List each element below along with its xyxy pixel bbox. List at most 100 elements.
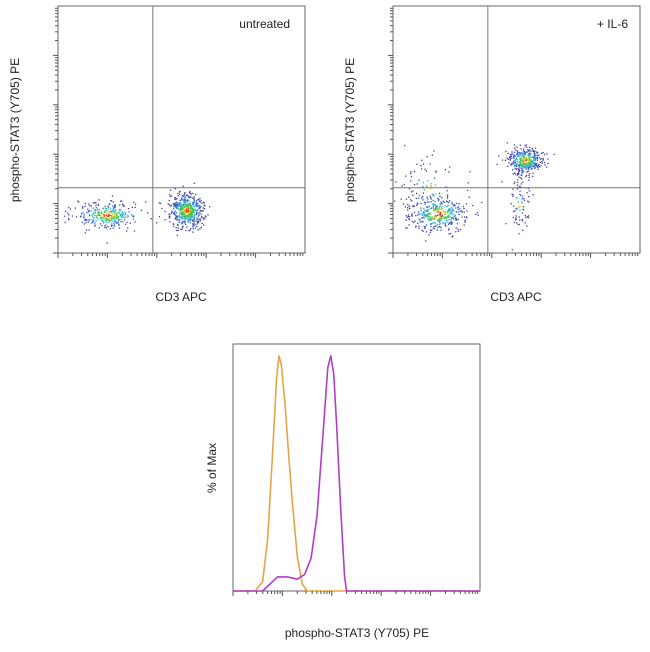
event-dot bbox=[512, 157, 514, 159]
event-dot bbox=[534, 155, 536, 157]
event-dot bbox=[92, 202, 95, 204]
event-dot bbox=[529, 156, 532, 158]
event-dot bbox=[131, 206, 133, 208]
event-dot bbox=[408, 196, 410, 198]
event-dot bbox=[451, 202, 453, 204]
event-dot bbox=[452, 209, 454, 211]
event-dot bbox=[186, 210, 189, 212]
event-dot bbox=[109, 203, 111, 205]
event-dot bbox=[168, 213, 170, 215]
event-dot bbox=[192, 215, 194, 218]
event-dot bbox=[94, 225, 96, 227]
event-dot bbox=[202, 201, 204, 203]
event-dot bbox=[134, 206, 136, 209]
event-dot bbox=[185, 229, 187, 232]
event-dot bbox=[189, 229, 191, 231]
event-dot bbox=[518, 216, 520, 218]
event-dot bbox=[521, 153, 523, 155]
event-dot bbox=[175, 215, 178, 217]
event-dot bbox=[432, 222, 434, 224]
event-dot bbox=[156, 222, 158, 224]
event-dot bbox=[519, 170, 521, 172]
event-dot bbox=[192, 202, 194, 205]
event-dot bbox=[448, 229, 450, 231]
event-dot bbox=[176, 217, 178, 219]
event-dot bbox=[448, 200, 451, 202]
event-dot bbox=[516, 151, 519, 153]
event-dot bbox=[519, 163, 521, 166]
event-dot bbox=[179, 190, 181, 192]
event-dot bbox=[458, 203, 460, 205]
event-dot bbox=[404, 144, 406, 147]
event-dot bbox=[203, 204, 205, 206]
event-dot bbox=[97, 204, 100, 206]
event-dot bbox=[132, 216, 134, 218]
event-dot bbox=[113, 217, 115, 219]
event-dot bbox=[202, 207, 204, 209]
event-dot bbox=[104, 225, 106, 227]
event-dot bbox=[111, 224, 113, 227]
event-dot bbox=[94, 224, 96, 226]
event-dot bbox=[191, 216, 193, 218]
event-dot bbox=[427, 213, 429, 215]
event-dot bbox=[173, 213, 175, 215]
event-dot bbox=[509, 158, 511, 160]
event-dot bbox=[530, 164, 532, 167]
event-dot bbox=[533, 167, 536, 169]
event-dot bbox=[454, 216, 456, 218]
event-dot bbox=[527, 200, 529, 202]
event-dot bbox=[408, 188, 411, 190]
event-dot bbox=[109, 215, 112, 217]
event-dot bbox=[428, 215, 430, 217]
event-dot bbox=[118, 220, 120, 222]
event-dot bbox=[87, 208, 89, 210]
event-dot bbox=[518, 163, 520, 165]
event-dot bbox=[113, 213, 115, 215]
event-dot bbox=[521, 202, 523, 204]
event-dot bbox=[184, 203, 186, 205]
event-dot bbox=[178, 215, 181, 217]
event-dot bbox=[114, 211, 116, 213]
event-dot bbox=[530, 152, 532, 155]
event-dot bbox=[63, 215, 66, 217]
event-dot bbox=[521, 159, 523, 161]
event-dot bbox=[516, 163, 518, 165]
event-dot bbox=[416, 183, 418, 185]
event-dot bbox=[189, 216, 191, 218]
event-dot bbox=[169, 216, 171, 218]
event-dot bbox=[523, 206, 525, 208]
event-dot bbox=[416, 192, 418, 194]
event-dot bbox=[108, 220, 111, 222]
event-dot bbox=[534, 162, 536, 164]
event-dot bbox=[437, 214, 439, 216]
event-dot bbox=[453, 210, 455, 212]
event-dot bbox=[111, 222, 113, 224]
event-dot bbox=[508, 157, 511, 159]
event-dot bbox=[180, 211, 183, 214]
event-dot bbox=[420, 213, 422, 215]
event-dot bbox=[447, 216, 449, 218]
event-dot bbox=[526, 216, 528, 218]
event-dot bbox=[193, 217, 195, 219]
event-dot bbox=[114, 221, 116, 223]
event-dot bbox=[181, 217, 183, 219]
event-dot bbox=[536, 158, 538, 160]
event-dot bbox=[507, 152, 509, 155]
event-dot bbox=[528, 159, 531, 161]
event-dot bbox=[195, 209, 197, 212]
event-dot bbox=[521, 172, 523, 174]
event-dot bbox=[481, 201, 483, 204]
event-dot bbox=[519, 209, 521, 211]
event-dot bbox=[403, 183, 405, 186]
event-dot bbox=[196, 202, 198, 204]
event-dot bbox=[86, 212, 88, 214]
event-dot bbox=[200, 209, 202, 212]
event-dot bbox=[198, 220, 200, 223]
event-dot bbox=[436, 210, 438, 213]
event-dot bbox=[184, 197, 187, 199]
event-dot bbox=[185, 216, 187, 218]
event-dot bbox=[518, 169, 520, 171]
event-dot bbox=[447, 215, 449, 217]
event-dot bbox=[413, 221, 415, 224]
event-dot bbox=[98, 199, 100, 201]
